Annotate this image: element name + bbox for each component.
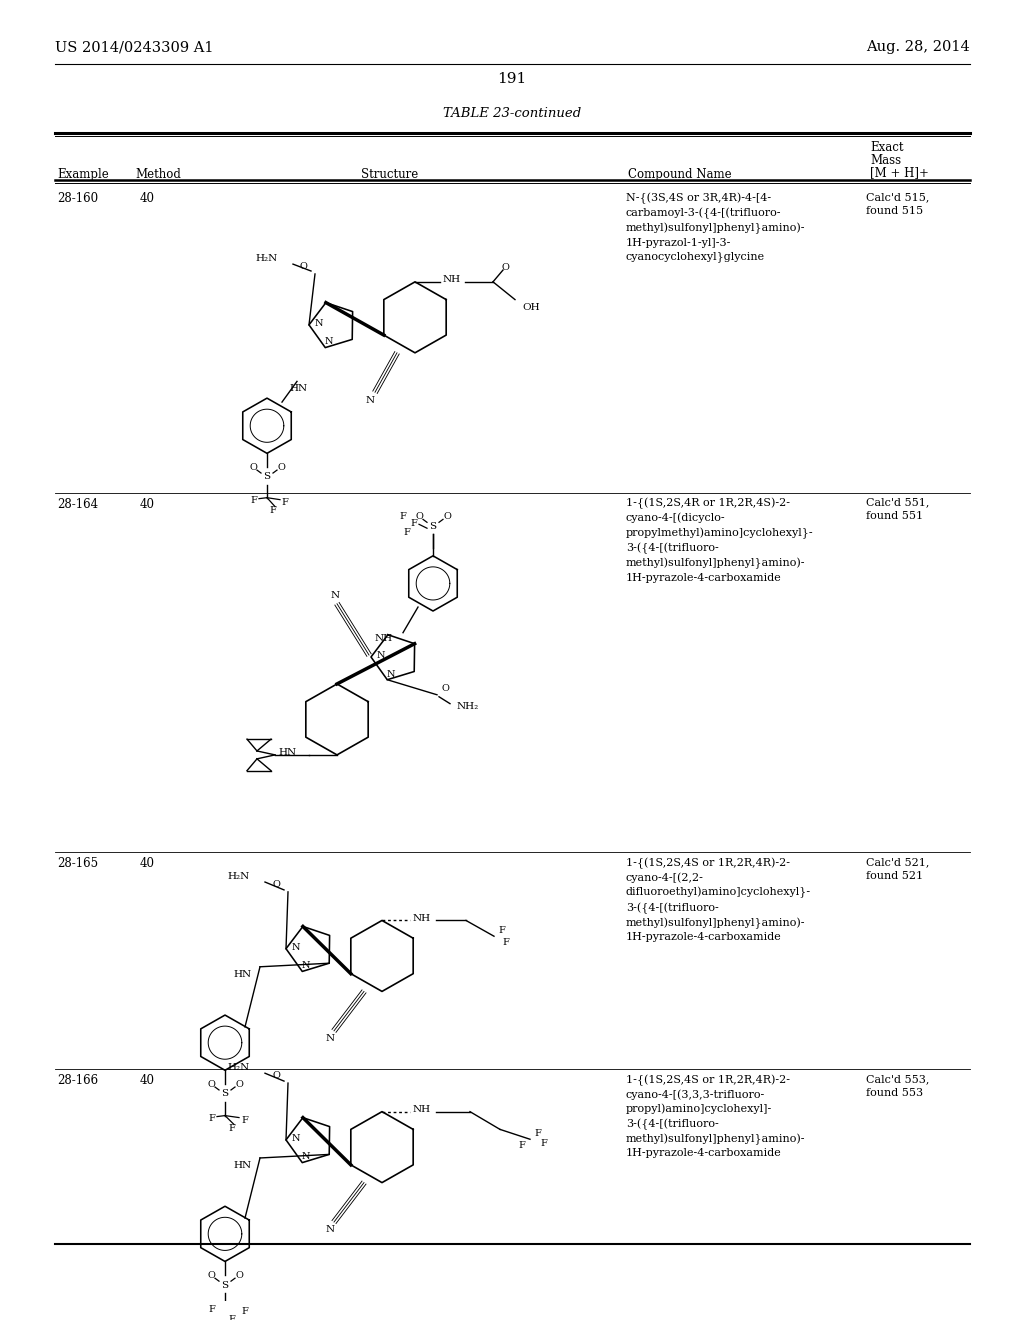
- Text: O: O: [272, 1071, 280, 1080]
- Text: Structure: Structure: [361, 168, 419, 181]
- Text: US 2014/0243309 A1: US 2014/0243309 A1: [55, 40, 213, 54]
- Text: F: F: [411, 519, 417, 528]
- Text: S: S: [221, 1089, 228, 1098]
- Text: F: F: [241, 1115, 248, 1125]
- Text: 1-{(1S,2S,4S or 1R,2R,4R)-2-
cyano-4-[(2,2-
difluoroethyl)amino]cyclohexyl}-
3-(: 1-{(1S,2S,4S or 1R,2R,4R)-2- cyano-4-[(2…: [626, 858, 811, 942]
- Text: 28-165: 28-165: [57, 858, 98, 870]
- Text: N: N: [314, 318, 324, 327]
- Text: 1-{(1S,2S,4R or 1R,2R,4S)-2-
cyano-4-[(dicyclo-
propylmethyl)amino]cyclohexyl}-
: 1-{(1S,2S,4R or 1R,2R,4S)-2- cyano-4-[(d…: [626, 498, 814, 582]
- Text: O: O: [415, 512, 423, 521]
- Text: O: O: [443, 512, 451, 521]
- Text: 28-166: 28-166: [57, 1074, 98, 1088]
- Text: N: N: [326, 1225, 335, 1234]
- Text: Method: Method: [135, 168, 181, 181]
- Text: O: O: [236, 1080, 243, 1089]
- Text: N: N: [377, 651, 385, 660]
- Text: N: N: [331, 591, 340, 601]
- Text: 191: 191: [498, 71, 526, 86]
- Text: N: N: [292, 1134, 300, 1143]
- Text: N: N: [292, 942, 300, 952]
- Text: O: O: [441, 684, 449, 693]
- Text: Calc'd 521,
found 521: Calc'd 521, found 521: [866, 858, 930, 880]
- Text: N: N: [325, 338, 333, 346]
- Text: F: F: [250, 496, 257, 506]
- Text: N: N: [326, 1035, 335, 1043]
- Text: F: F: [502, 937, 509, 946]
- Text: Calc'd 553,
found 553: Calc'd 553, found 553: [866, 1074, 930, 1098]
- Text: Compound Name: Compound Name: [628, 168, 732, 181]
- Text: HN: HN: [279, 748, 297, 758]
- Text: 40: 40: [140, 858, 155, 870]
- Text: Mass: Mass: [870, 153, 901, 166]
- Text: N: N: [366, 396, 375, 405]
- Text: O: O: [249, 462, 257, 471]
- Text: 40: 40: [140, 1074, 155, 1088]
- Text: N-{(3S,4S or 3R,4R)-4-[4-
carbamoyl-3-({4-[(trifluoro-
methyl)sulfonyl]phenyl}am: N-{(3S,4S or 3R,4R)-4-[4- carbamoyl-3-({…: [626, 193, 806, 261]
- Text: H₂N: H₂N: [227, 871, 250, 880]
- Text: H₂N: H₂N: [227, 1063, 250, 1072]
- Text: F: F: [228, 1315, 234, 1320]
- Text: [M + H]+: [M + H]+: [870, 166, 929, 180]
- Text: F: F: [281, 498, 288, 507]
- Text: S: S: [429, 521, 436, 531]
- Text: F: F: [241, 1307, 248, 1316]
- Text: O: O: [207, 1271, 215, 1280]
- Text: 28-160: 28-160: [57, 193, 98, 205]
- Text: TABLE 23-continued: TABLE 23-continued: [442, 107, 582, 120]
- Text: O: O: [272, 879, 280, 888]
- Text: HN: HN: [289, 384, 307, 393]
- Text: O: O: [236, 1271, 243, 1280]
- Text: F: F: [208, 1114, 215, 1123]
- Text: N: N: [302, 1152, 310, 1162]
- Text: NH: NH: [413, 1105, 431, 1114]
- Text: F: F: [534, 1129, 541, 1138]
- Text: HN: HN: [233, 970, 252, 979]
- Text: Exact: Exact: [870, 141, 903, 154]
- Text: O: O: [501, 263, 509, 272]
- Text: S: S: [263, 473, 270, 482]
- Text: NH: NH: [443, 276, 461, 284]
- Text: Example: Example: [57, 168, 109, 181]
- Text: N: N: [387, 669, 395, 678]
- Text: H₂N: H₂N: [256, 253, 278, 263]
- Text: 1-{(1S,2S,4S or 1R,2R,4R)-2-
cyano-4-[(3,3,3-trifluoro-
propyl)amino]cyclohexyl]: 1-{(1S,2S,4S or 1R,2R,4R)-2- cyano-4-[(3…: [626, 1074, 806, 1159]
- Text: NH: NH: [375, 634, 393, 643]
- Text: F: F: [403, 528, 411, 537]
- Text: F: F: [540, 1139, 547, 1147]
- Text: N: N: [302, 961, 310, 970]
- Text: F: F: [498, 925, 505, 935]
- Text: NH₂: NH₂: [457, 702, 479, 711]
- Text: 40: 40: [140, 193, 155, 205]
- Text: OH: OH: [522, 304, 540, 312]
- Text: 28-164: 28-164: [57, 498, 98, 511]
- Text: NH: NH: [413, 913, 431, 923]
- Text: HN: HN: [233, 1162, 252, 1171]
- Text: F: F: [228, 1123, 234, 1133]
- Text: Calc'd 551,
found 551: Calc'd 551, found 551: [866, 498, 930, 521]
- Text: 40: 40: [140, 498, 155, 511]
- Text: F: F: [208, 1305, 215, 1315]
- Text: Calc'd 515,
found 515: Calc'd 515, found 515: [866, 193, 930, 215]
- Text: Aug. 28, 2014: Aug. 28, 2014: [866, 40, 970, 54]
- Text: O: O: [299, 261, 307, 271]
- Text: F: F: [399, 512, 407, 521]
- Text: F: F: [269, 506, 275, 515]
- Text: O: O: [207, 1080, 215, 1089]
- Text: S: S: [221, 1280, 228, 1290]
- Text: F: F: [518, 1140, 525, 1150]
- Text: O: O: [278, 462, 285, 471]
